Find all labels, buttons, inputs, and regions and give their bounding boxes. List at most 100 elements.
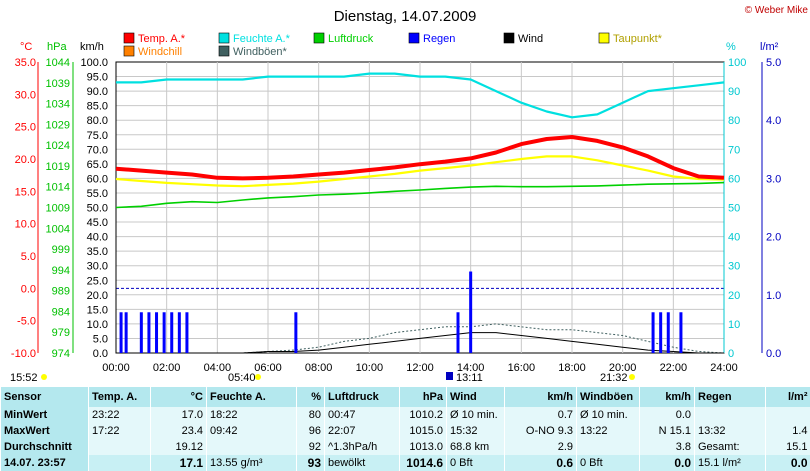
x-tick-label: 22:00 xyxy=(660,362,688,374)
temp-tick-label: -5.0 xyxy=(17,316,36,328)
legend-swatch xyxy=(503,32,515,44)
sunset-icon xyxy=(629,374,635,380)
humidity-tick-label: 70 xyxy=(728,144,740,156)
rain-tick-label: 4.0 xyxy=(766,115,781,127)
wind-tick-label: 5.0 xyxy=(93,333,108,345)
rain-bar xyxy=(139,312,143,353)
wind-tick-label: 100.0 xyxy=(80,57,108,69)
temp-tick-label: 10.0 xyxy=(15,219,36,231)
summary-cell: 0.0 xyxy=(639,407,695,423)
summary-header-cell: Sensor xyxy=(0,387,89,407)
legend-swatch xyxy=(123,45,135,57)
wind-tick-label: 45.0 xyxy=(87,217,108,229)
legend-label: Luftdruck xyxy=(328,33,374,45)
legend-label: Feuchte A.* xyxy=(233,33,291,45)
pressure-tick-label: 999 xyxy=(52,244,70,256)
rain-bar xyxy=(155,312,159,353)
x-tick-label: 18:00 xyxy=(558,362,586,374)
humidity-unit-label: % xyxy=(726,41,736,53)
rain-bar xyxy=(651,312,655,353)
rain-tick-label: 1.0 xyxy=(766,290,781,302)
pressure-tick-label: 1004 xyxy=(46,223,70,235)
wind-tick-label: 80.0 xyxy=(87,115,108,127)
plot-series xyxy=(115,72,725,354)
summary-cell: 0 Bft xyxy=(446,455,505,471)
summary-cell: 17:22 xyxy=(88,423,151,439)
pressure-tick-label: 1014 xyxy=(46,182,70,194)
summary-cell: 19.12 xyxy=(150,439,207,455)
wind-tick-label: 35.0 xyxy=(87,246,108,258)
summary-cell: ^1.3hPa/h xyxy=(324,439,400,455)
rain-bar xyxy=(124,312,128,353)
summary-cell: 68.8 km xyxy=(446,439,505,455)
summary-row: Durchschnitt 19.12 92 ^1.3hPa/h 1013.0 68.8 k… xyxy=(0,439,810,455)
series-line xyxy=(116,72,725,119)
wind-tick-label: 85.0 xyxy=(87,101,108,113)
summary-cell: 0.0 xyxy=(639,455,695,471)
temp-tick-label: 20.0 xyxy=(15,154,36,166)
legend-swatch xyxy=(313,32,325,44)
legend-swatch xyxy=(408,32,420,44)
rain-bar xyxy=(294,312,298,353)
temp-tick-label: 15.0 xyxy=(15,186,36,198)
chart-title: Dienstag, 14.07.2009 xyxy=(334,8,477,25)
pressure-tick-label: 984 xyxy=(52,306,70,318)
x-tick-label: 04:00 xyxy=(204,362,232,374)
x-tick-label: 16:00 xyxy=(508,362,536,374)
wind-tick-label: 95.0 xyxy=(87,72,108,84)
summary-cell: 0.7 xyxy=(504,407,577,423)
pressure-tick-label: 979 xyxy=(52,327,70,339)
pressure-tick-label: 1039 xyxy=(46,78,70,90)
wind-tick-label: 90.0 xyxy=(87,86,108,98)
series-line xyxy=(115,135,725,181)
rain-bar xyxy=(456,312,460,353)
summary-cell: 1010.2 xyxy=(399,407,447,423)
time-markers: 15:52 05:40 13:11 21:32 xyxy=(10,372,635,384)
summary-cell: 17.0 xyxy=(150,407,207,423)
rain-tick-label: 3.0 xyxy=(766,173,781,185)
temp-tick-label: 0.0 xyxy=(21,283,36,295)
pressure-tick-label: 1044 xyxy=(46,57,70,69)
summary-cell: Gesamt: xyxy=(694,439,766,455)
rain-tick-label: 2.0 xyxy=(766,232,781,244)
summary-cell: 09:42 xyxy=(206,423,297,439)
summary-cell: 23:22 xyxy=(88,407,151,423)
temp-tick-label: 35.0 xyxy=(15,57,36,69)
humidity-tick-label: 20 xyxy=(728,290,740,302)
legend-label: Windböen* xyxy=(233,46,288,58)
time-marker-label: 21:32 xyxy=(600,372,628,384)
summary-cell xyxy=(694,407,766,423)
summary-cell: O-NO 9.3 xyxy=(504,423,577,439)
x-tick-label: 24:00 xyxy=(710,362,738,374)
summary-header-cell: Regen xyxy=(694,387,766,407)
summary-cell: 13.55 g/m³ xyxy=(206,455,297,471)
summary-header-cell: Temp. A. xyxy=(88,387,151,407)
rain-bar xyxy=(170,312,174,353)
summary-cell: 15.1 xyxy=(765,439,810,455)
grid-lines xyxy=(116,62,724,353)
summary-cell: 00:47 xyxy=(324,407,400,423)
summary-cell: 13:32 xyxy=(694,423,766,439)
temp-tick-label: -10.0 xyxy=(11,348,36,360)
pressure-tick-label: 994 xyxy=(52,265,70,277)
summary-cell: bewölkt xyxy=(324,455,400,471)
summary-cell: 0 Bft xyxy=(576,455,640,471)
rain-bar xyxy=(659,312,663,353)
pressure-unit-label: hPa xyxy=(47,41,67,53)
summary-cell: Ø 10 min. xyxy=(576,407,640,423)
wind-unit-label: km/h xyxy=(80,41,104,53)
time-marker-label: 15:52 xyxy=(10,372,38,384)
summary-cell: N 15.1 xyxy=(639,423,695,439)
humidity-tick-label: 40 xyxy=(728,232,740,244)
summary-cell: 0.6 xyxy=(504,455,577,471)
summary-cell: 93 xyxy=(296,455,325,471)
wind-tick-label: 70.0 xyxy=(87,144,108,156)
x-tick-label: 06:00 xyxy=(254,362,282,374)
summary-cell: 15.1 l/m² xyxy=(694,455,766,471)
temp-tick-label: 25.0 xyxy=(15,122,36,134)
summary-cell xyxy=(765,407,810,423)
legend-label: Windchill xyxy=(138,46,182,58)
x-tick-label: 12:00 xyxy=(406,362,434,374)
wind-tick-label: 60.0 xyxy=(87,173,108,185)
humidity-tick-label: 10 xyxy=(728,319,740,331)
